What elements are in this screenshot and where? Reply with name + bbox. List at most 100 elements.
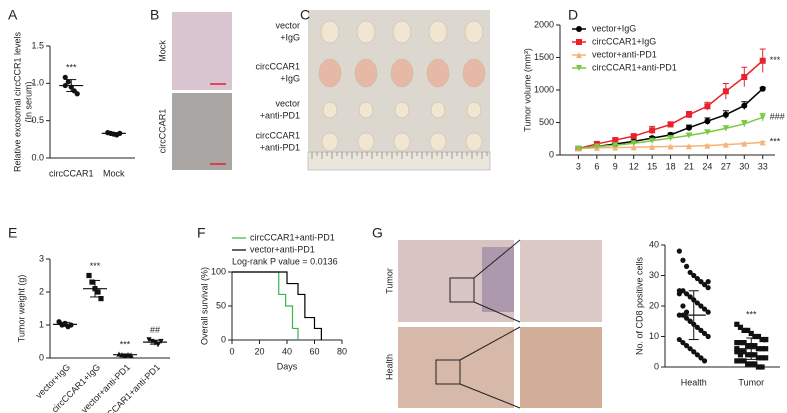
marker (755, 333, 762, 340)
panel-label: C (300, 7, 310, 23)
marker (763, 336, 769, 343)
x-tick-label: 9 (613, 161, 618, 171)
marker (763, 346, 769, 352)
marker (705, 285, 711, 291)
x-tick-label: circCCAR1 (49, 168, 94, 178)
survival-curve (232, 271, 322, 340)
marker (630, 144, 637, 151)
y-tick-label: 100 (211, 266, 226, 276)
marker (737, 349, 744, 355)
panel-label: F (197, 225, 206, 241)
y-tick-label: 3 (39, 253, 44, 263)
marker (759, 336, 765, 343)
significance: *** (770, 137, 781, 147)
x-tick-label: 40 (282, 346, 292, 356)
marker (701, 282, 708, 288)
marker (62, 74, 68, 80)
legend-label: vector+IgG (592, 23, 636, 33)
marker (734, 346, 740, 352)
marker (65, 79, 71, 85)
marker (741, 74, 748, 80)
panel-label: A (8, 7, 18, 23)
marker (576, 65, 582, 71)
micrograph (398, 240, 514, 322)
tumor (462, 58, 486, 88)
panel-label: D (568, 7, 578, 23)
tumor (428, 20, 448, 44)
zoom-line (473, 301, 521, 323)
significance: *** (66, 63, 77, 73)
legend-label: circCCAR1+anti-PD1 (250, 232, 335, 242)
y-tick-label: 40 (649, 239, 659, 249)
x-tick-label: 3 (576, 161, 581, 171)
marker (155, 342, 161, 348)
marker (704, 118, 711, 125)
marker (752, 361, 758, 367)
marker (630, 133, 637, 140)
marker (687, 318, 693, 324)
marker (701, 306, 708, 312)
marker (705, 279, 711, 285)
marker (734, 358, 740, 364)
marker (737, 340, 744, 346)
marker (680, 303, 686, 309)
y-axis-label: No. of CD8 positive cells (634, 256, 644, 355)
x-tick-label: 0 (229, 346, 234, 356)
marker (698, 355, 704, 361)
tumor (322, 101, 338, 119)
marker (734, 321, 740, 327)
y-tick-label: 500 (539, 117, 554, 127)
y-tick-label: 2000 (534, 19, 554, 29)
ruler (307, 151, 491, 171)
y-tick-label: 1 (39, 319, 44, 329)
marker (686, 124, 692, 131)
tumor (426, 58, 450, 88)
marker (95, 289, 101, 295)
marker (698, 327, 704, 333)
x-tick-label: 24 (702, 161, 712, 171)
marker (705, 333, 711, 340)
significance: *** (120, 339, 131, 349)
x-tick-label: 30 (739, 161, 749, 171)
marker (89, 279, 95, 285)
x-tick-label: Health (681, 377, 707, 387)
marker (56, 319, 62, 325)
marker (86, 272, 92, 279)
panel-label: G (372, 225, 383, 241)
marker (676, 336, 682, 343)
marker (694, 275, 700, 282)
significance: *** (90, 261, 101, 271)
row-label: circCCAR1 (255, 61, 300, 71)
marker (694, 352, 700, 358)
y-tick-label: 0.0 (31, 152, 44, 162)
x-tick-label: 21 (684, 161, 694, 171)
marker (737, 324, 744, 330)
marker (745, 327, 751, 333)
marker (722, 141, 729, 148)
row-label: +IgG (280, 73, 300, 83)
y-tick-label: 0 (549, 149, 554, 159)
row-label: circCCAR1 (255, 130, 300, 140)
row-label: +anti-PD1 (260, 110, 300, 120)
row-label: Tumor (384, 268, 394, 294)
row-label: vector (275, 98, 300, 108)
tumor (318, 58, 342, 88)
tumor (357, 132, 375, 152)
x-tick-label: 33 (758, 161, 768, 171)
marker (676, 248, 682, 254)
x-tick-label: Mock (103, 168, 125, 178)
x-tick-label: 18 (666, 161, 676, 171)
marker (759, 85, 766, 92)
marker (686, 143, 692, 150)
tumor (393, 132, 411, 152)
zoom-line (473, 239, 521, 279)
marker (741, 340, 747, 346)
y-tick-label: 1.0 (31, 78, 44, 88)
marker (576, 52, 582, 58)
marker (683, 343, 690, 349)
panel-label: E (8, 225, 17, 241)
tumor (464, 20, 484, 44)
infiltrate (482, 247, 514, 312)
marker (667, 121, 674, 128)
